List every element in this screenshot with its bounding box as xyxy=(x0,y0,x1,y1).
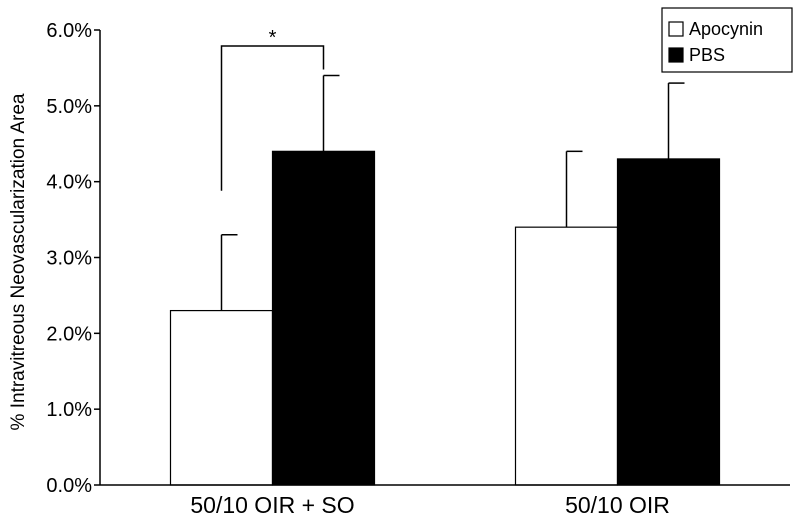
y-tick-label: 0.0% xyxy=(46,475,92,497)
y-tick-label: 4.0% xyxy=(46,172,92,194)
significance-annotation: * xyxy=(220,27,325,191)
significance-marker: * xyxy=(269,27,277,49)
y-tick-label: 6.0% xyxy=(46,20,92,42)
y-tick-label: 2.0% xyxy=(46,323,92,345)
y-tick-label: 3.0% xyxy=(46,248,92,270)
legend-box xyxy=(661,7,793,73)
bar-apocynin-2 xyxy=(514,226,619,486)
bar-apocynin-1 xyxy=(169,309,274,486)
y-axis: 0.0% 1.0% 2.0% 3.0% 4.0% 5.0% 6.0% xyxy=(46,20,101,497)
legend-label-apocynin: Apocynin xyxy=(689,19,763,39)
category-label: 50/10 OIR + SO xyxy=(190,492,354,518)
legend-swatch-apocynin xyxy=(668,21,684,37)
significance-bracket xyxy=(220,45,325,191)
y-tick-label: 1.0% xyxy=(46,399,92,421)
bars xyxy=(169,150,721,486)
legend: Apocynin PBS xyxy=(661,7,793,73)
legend-swatch-pbs xyxy=(668,47,684,63)
bar-pbs-2 xyxy=(616,158,721,486)
legend-label-pbs: PBS xyxy=(689,45,725,65)
y-tick-label: 5.0% xyxy=(46,96,92,118)
x-axis: 50/10 OIR + SO 50/10 OIR xyxy=(100,484,790,518)
error-bars xyxy=(220,74,685,311)
y-axis-label: % Intravitreous Neovascularization Area xyxy=(8,93,29,430)
category-label: 50/10 OIR xyxy=(565,492,670,518)
bar-pbs-1 xyxy=(271,150,376,486)
